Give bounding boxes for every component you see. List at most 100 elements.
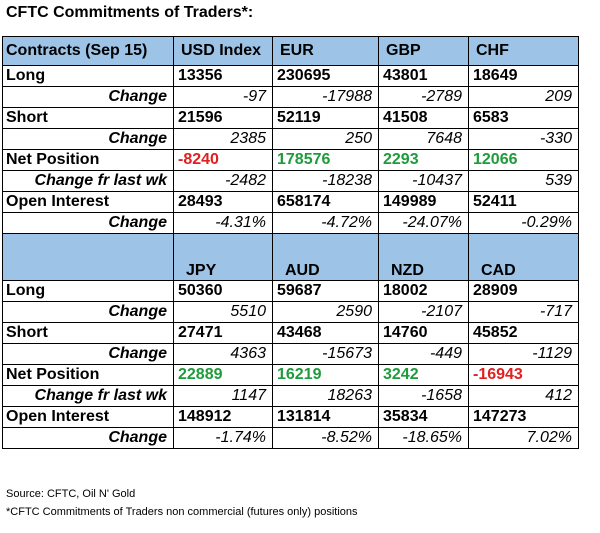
cell-value: -0.29%: [468, 212, 579, 234]
row-label: Short: [2, 322, 174, 344]
table-row-short: Short 21596 52119 41508 6583: [2, 107, 579, 129]
column-header: NZD: [378, 233, 469, 281]
row-label: Change fr last wk: [2, 170, 174, 192]
cell-value: 18263: [272, 385, 379, 407]
table-row-net-position: Net Position 22889 16219 3242 -16943: [2, 364, 579, 386]
cell-value: -4.31%: [173, 212, 273, 234]
row-label: Long: [2, 65, 174, 87]
cell-value: 412: [468, 385, 579, 407]
cell-value: 45852: [468, 322, 579, 344]
column-header: CAD: [468, 233, 579, 281]
cell-value: 2293: [378, 149, 469, 171]
cell-value: 35834: [378, 406, 469, 428]
cell-value: -1.74%: [173, 427, 273, 449]
row-label: Change: [2, 86, 174, 108]
row-label: Change: [2, 128, 174, 150]
cell-value: 3242: [378, 364, 469, 386]
cell-value: 131814: [272, 406, 379, 428]
cell-value: -2482: [173, 170, 273, 192]
table-header-row: Contracts (Sep 15) USD Index EUR GBP CHF: [2, 36, 579, 66]
cell-value: 43801: [378, 65, 469, 87]
table-row-long: Long 50360 59687 18002 28909: [2, 280, 579, 302]
cell-value: 149989: [378, 191, 469, 213]
cell-value: 230695: [272, 65, 379, 87]
cell-value: 21596: [173, 107, 273, 129]
table-row-open-interest-change: Change -1.74% -8.52% -18.65% 7.02%: [2, 427, 579, 449]
cell-value: -18238: [272, 170, 379, 192]
table-row-net-change: Change fr last wk -2482 -18238 -10437 539: [2, 170, 579, 192]
cell-value: -8.52%: [272, 427, 379, 449]
cell-value: -1658: [378, 385, 469, 407]
footnote: *CFTC Commitments of Traders non commerc…: [6, 506, 358, 518]
row-label: Change: [2, 343, 174, 365]
row-label: Open Interest: [2, 406, 174, 428]
cell-value: -2789: [378, 86, 469, 108]
cell-value: 7.02%: [468, 427, 579, 449]
cell-value: 22889: [173, 364, 273, 386]
source-note: Source: CFTC, Oil N' Gold: [6, 488, 136, 500]
cell-value: -4.72%: [272, 212, 379, 234]
table-row-open-interest: Open Interest 148912 131814 35834 147273: [2, 406, 579, 428]
header-label: Contracts (Sep 15): [2, 36, 174, 66]
cell-value: -2107: [378, 301, 469, 323]
cell-value: -97: [173, 86, 273, 108]
cell-value: 52411: [468, 191, 579, 213]
table-row-long: Long 13356 230695 43801 18649: [2, 65, 579, 87]
cell-value: 209: [468, 86, 579, 108]
column-header: GBP: [378, 36, 469, 66]
cell-value: 59687: [272, 280, 379, 302]
cell-value: 52119: [272, 107, 379, 129]
cell-value: -17988: [272, 86, 379, 108]
cell-value: 148912: [173, 406, 273, 428]
table-row-long-change: Change 5510 2590 -2107 -717: [2, 301, 579, 323]
cell-value: 658174: [272, 191, 379, 213]
cell-value: 178576: [272, 149, 379, 171]
cell-value: 18002: [378, 280, 469, 302]
column-header: CHF: [468, 36, 579, 66]
cell-value: 28493: [173, 191, 273, 213]
row-label: Change fr last wk: [2, 385, 174, 407]
cell-value: 28909: [468, 280, 579, 302]
cell-value: 2385: [173, 128, 273, 150]
table-row-long-change: Change -97 -17988 -2789 209: [2, 86, 579, 108]
table-row-short-change: Change 2385 250 7648 -330: [2, 128, 579, 150]
page-title: CFTC Commitments of Traders*:: [6, 4, 254, 21]
table-row-open-interest-change: Change -4.31% -4.72% -24.07% -0.29%: [2, 212, 579, 234]
column-header: AUD: [272, 233, 379, 281]
cell-value: 1147: [173, 385, 273, 407]
cell-value: -449: [378, 343, 469, 365]
table-header-row: JPY AUD NZD CAD: [2, 233, 579, 281]
cell-value: 13356: [173, 65, 273, 87]
row-label: Change: [2, 301, 174, 323]
row-label: Net Position: [2, 364, 174, 386]
cell-value: 6583: [468, 107, 579, 129]
cell-value: -330: [468, 128, 579, 150]
row-label: Open Interest: [2, 191, 174, 213]
header-label: [2, 233, 174, 281]
table-row-net-position: Net Position -8240 178576 2293 12066: [2, 149, 579, 171]
cell-value: 5510: [173, 301, 273, 323]
cell-value: -24.07%: [378, 212, 469, 234]
row-label: Net Position: [2, 149, 174, 171]
cell-value: 539: [468, 170, 579, 192]
row-label: Change: [2, 212, 174, 234]
cell-value: 16219: [272, 364, 379, 386]
cell-value: 14760: [378, 322, 469, 344]
cell-value: 41508: [378, 107, 469, 129]
cell-value: 50360: [173, 280, 273, 302]
cell-value: -8240: [173, 149, 273, 171]
table-row-short: Short 27471 43468 14760 45852: [2, 322, 579, 344]
cell-value: -15673: [272, 343, 379, 365]
cell-value: 7648: [378, 128, 469, 150]
cell-value: 250: [272, 128, 379, 150]
row-label: Long: [2, 280, 174, 302]
cftc-table: Contracts (Sep 15) USD Index EUR GBP CHF Long…: [2, 36, 579, 449]
cell-value: -18.65%: [378, 427, 469, 449]
table-row-open-interest: Open Interest 28493 658174 149989 52411: [2, 191, 579, 213]
column-header: EUR: [272, 36, 379, 66]
cell-value: -717: [468, 301, 579, 323]
cell-value: -1129: [468, 343, 579, 365]
cell-value: -16943: [468, 364, 579, 386]
row-label: Change: [2, 427, 174, 449]
cell-value: 18649: [468, 65, 579, 87]
